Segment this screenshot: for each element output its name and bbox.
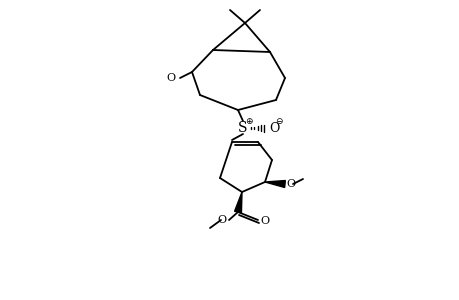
- Text: O: O: [218, 215, 226, 225]
- Text: O: O: [269, 122, 279, 134]
- Text: O: O: [167, 73, 176, 83]
- Text: ⊕: ⊕: [245, 116, 252, 125]
- Text: S: S: [238, 121, 247, 135]
- Text: O: O: [259, 216, 269, 226]
- Polygon shape: [264, 181, 285, 188]
- Text: ⊖: ⊖: [274, 116, 282, 125]
- Text: O: O: [285, 179, 295, 189]
- Polygon shape: [234, 192, 241, 213]
